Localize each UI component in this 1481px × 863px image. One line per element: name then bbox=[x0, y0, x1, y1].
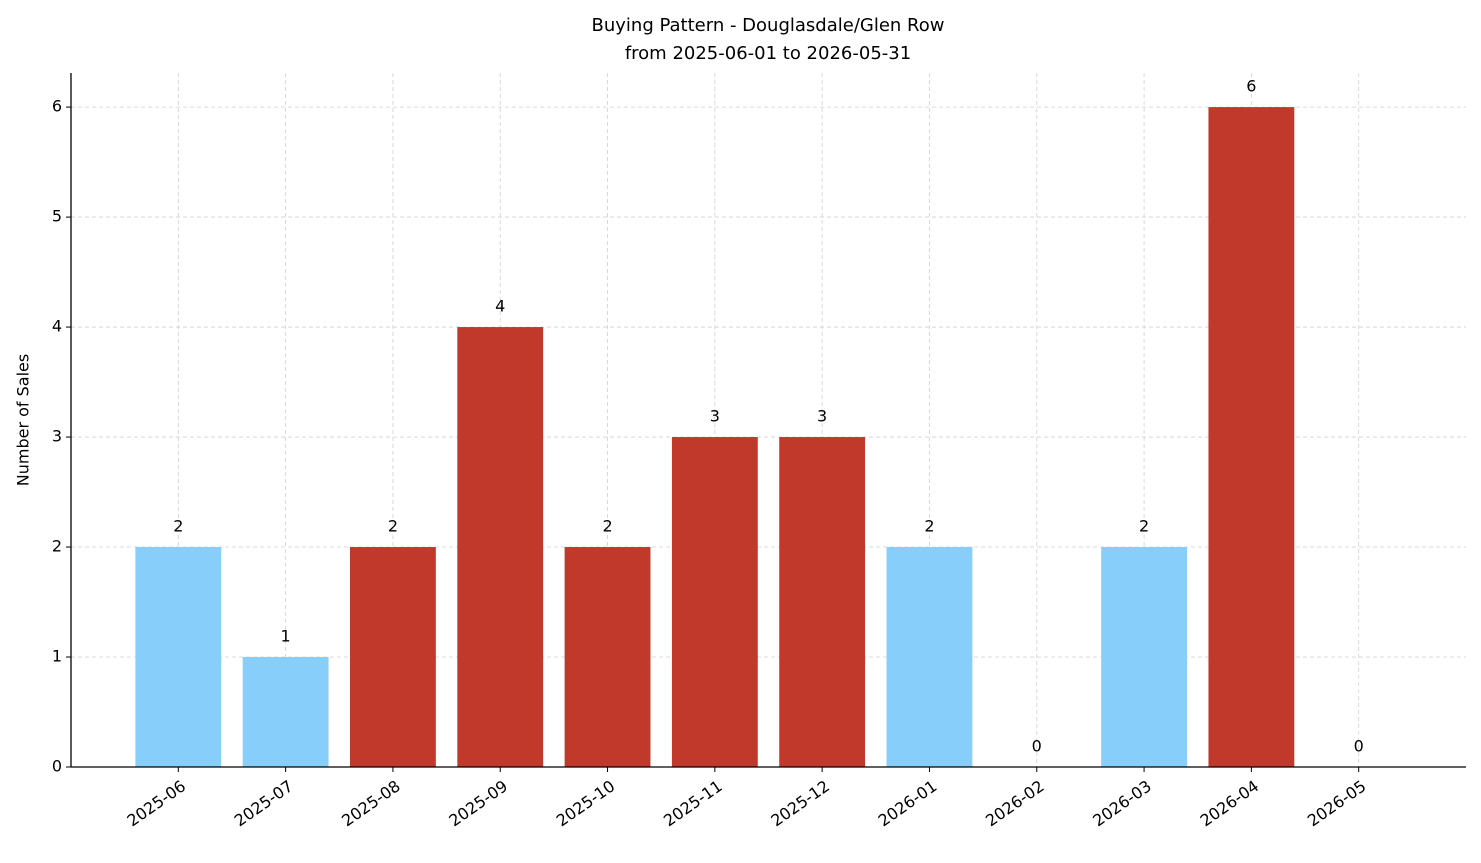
bar bbox=[457, 327, 544, 767]
value-label: 3 bbox=[710, 407, 720, 426]
y-tick-label: 2 bbox=[52, 537, 62, 556]
x-tick-label: 2025-10 bbox=[553, 776, 619, 830]
value-label: 2 bbox=[1139, 517, 1149, 536]
value-label: 1 bbox=[281, 627, 291, 646]
x-tick-label: 2026-03 bbox=[1089, 776, 1155, 830]
y-tick-label: 5 bbox=[52, 207, 62, 226]
x-tick-label: 2025-12 bbox=[767, 776, 833, 830]
value-label: 2 bbox=[388, 517, 398, 536]
y-tick-label: 1 bbox=[52, 647, 62, 666]
value-label: 2 bbox=[924, 517, 934, 536]
value-label: 0 bbox=[1354, 737, 1364, 756]
bar bbox=[671, 437, 758, 767]
x-tick-label: 2026-01 bbox=[875, 776, 941, 830]
bar bbox=[564, 547, 651, 767]
value-label: 0 bbox=[1032, 737, 1042, 756]
chart-title: Buying Pattern - Douglasdale/Glen Row bbox=[592, 15, 945, 36]
bar bbox=[135, 547, 222, 767]
bar bbox=[886, 547, 973, 767]
bar bbox=[779, 437, 866, 767]
x-tick-label: 2025-09 bbox=[445, 776, 511, 830]
y-tick-label: 3 bbox=[52, 427, 62, 446]
value-label: 4 bbox=[495, 297, 505, 316]
x-tick-label: 2025-11 bbox=[660, 776, 726, 830]
value-label: 2 bbox=[602, 517, 612, 536]
x-tick-label: 2025-06 bbox=[124, 776, 190, 830]
y-tick-label: 6 bbox=[52, 97, 62, 116]
x-tick-label: 2025-07 bbox=[231, 776, 297, 830]
x-tick-label: 2026-04 bbox=[1197, 776, 1263, 830]
bar bbox=[1101, 547, 1187, 767]
x-tick-label: 2026-02 bbox=[982, 776, 1048, 830]
y-tick-label: 0 bbox=[52, 757, 62, 776]
x-tick-label: 2026-05 bbox=[1304, 776, 1370, 830]
y-axis-label: Number of Sales bbox=[14, 354, 33, 486]
value-label: 2 bbox=[173, 517, 183, 536]
bar bbox=[350, 547, 436, 767]
value-label: 6 bbox=[1246, 77, 1256, 96]
chart-subtitle: from 2025-06-01 to 2026-05-31 bbox=[625, 43, 911, 64]
x-tick-label: 2025-08 bbox=[338, 776, 404, 830]
value-label: 3 bbox=[817, 407, 827, 426]
bar bbox=[1208, 107, 1295, 767]
y-tick-label: 4 bbox=[52, 317, 62, 336]
bar bbox=[242, 657, 329, 767]
